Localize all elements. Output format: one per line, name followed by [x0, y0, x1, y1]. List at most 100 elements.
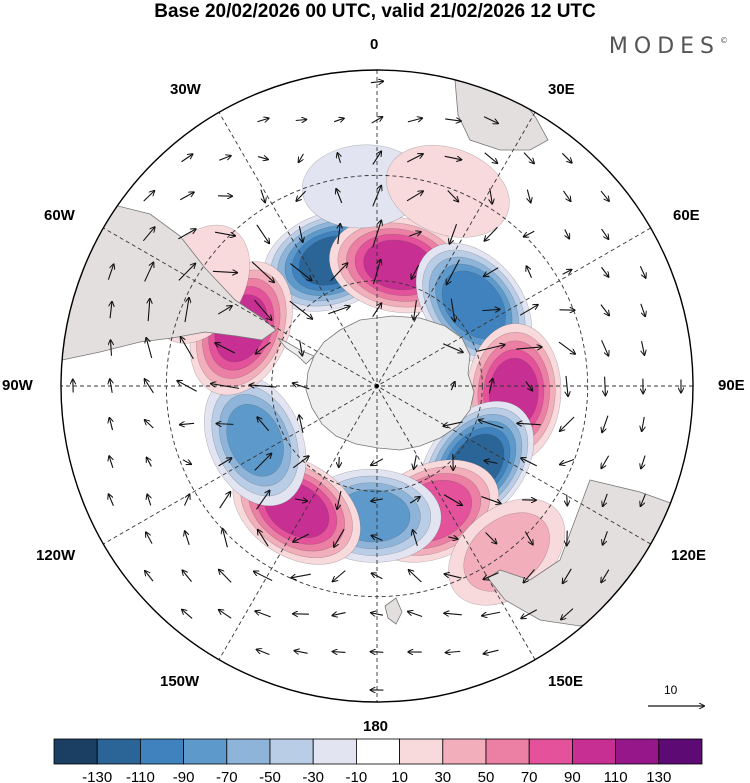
wind-vector [372, 536, 383, 541]
wind-vector [605, 376, 606, 396]
wind-vector [602, 415, 609, 433]
wind-vector [255, 611, 271, 618]
colorbar-tick-label: 110 [604, 769, 628, 783]
wind-vector [294, 499, 307, 501]
colorbar-tick-label: 10 [391, 769, 408, 783]
wind-vector [485, 461, 498, 464]
wind-vector [143, 191, 155, 202]
colorbar-swatch [485, 738, 530, 765]
wind-vector [372, 186, 381, 207]
wind-vector [411, 264, 420, 279]
wind-vector [250, 385, 277, 387]
wind-vector [517, 423, 541, 424]
wind-vector [560, 459, 575, 465]
brand-text: MODES [608, 34, 720, 59]
wind-vector [483, 572, 499, 580]
wind-vector [254, 299, 271, 320]
colorbar-swatch [658, 738, 703, 765]
wind-vector [444, 613, 462, 615]
south-america-landmass [61, 199, 277, 361]
new-zealand-landmass [384, 597, 403, 625]
wind-vector [332, 613, 346, 616]
wind-vector [371, 458, 384, 465]
wind-vector [256, 341, 271, 353]
wind-vector [516, 347, 541, 349]
wind-vector [181, 337, 194, 360]
wind-vector [603, 493, 608, 506]
colorbar-swatch [572, 738, 617, 765]
wind-vector [337, 153, 340, 164]
wind-vector [641, 455, 646, 469]
wind-vector [180, 423, 195, 424]
wind-vector [477, 345, 504, 352]
colorbar-swatch [399, 738, 444, 765]
wind-vector [178, 264, 195, 281]
wind-vector [295, 120, 306, 121]
wind-vector [524, 230, 535, 236]
colorbar-swatch [269, 738, 314, 765]
wind-vector [147, 495, 150, 506]
wind-vector [251, 261, 274, 282]
wind-vector [372, 260, 380, 285]
colorbar-swatch [615, 738, 660, 765]
wind-vector [177, 381, 197, 392]
wind-vector [254, 571, 273, 582]
colorbar-tick-label: -90 [173, 769, 195, 783]
lon-label-30w: 30W [170, 81, 201, 98]
colorbar-tick-label: -110 [126, 769, 155, 783]
wind-vector [444, 156, 462, 159]
lon-label-90w: 90W [2, 377, 33, 394]
wind-vector [483, 116, 498, 124]
wind-vector [484, 152, 498, 163]
wind-vector [260, 189, 265, 203]
wind-vector [482, 309, 499, 310]
wind-vector [217, 424, 234, 425]
map-border [60, 69, 694, 703]
wind-vector [336, 189, 343, 204]
wind-vector [601, 569, 610, 583]
wind-vector [111, 340, 112, 356]
lon-label-120w: 120W [36, 547, 76, 564]
wind-vector [219, 570, 232, 583]
wind-vector [212, 271, 237, 272]
wind-vector [293, 533, 310, 542]
wind-vector [182, 570, 192, 582]
colorbar-tick-label: 90 [564, 769, 581, 783]
colorbar: -130 -110 -90 -70 -50 -30 -10 10 30 50 70 90 110 130 [53, 738, 703, 783]
wind-vector [256, 224, 269, 243]
wind-vector [182, 610, 193, 619]
wind-vector [296, 190, 307, 201]
wind-vector [450, 298, 455, 322]
wind-vector [600, 190, 609, 201]
wind-vector [562, 270, 572, 275]
wind-vector [523, 152, 534, 164]
wind-vector [449, 224, 458, 244]
wind-vector [563, 568, 572, 583]
wind-vector [447, 190, 459, 202]
wind-vector [642, 341, 645, 355]
pole-point [375, 384, 379, 388]
wind-vector [256, 491, 269, 510]
wind-vector [479, 420, 504, 429]
wind-vector [414, 455, 417, 469]
wind-vectors [73, 81, 681, 690]
wind-vector [565, 229, 569, 238]
wind-vector [185, 531, 190, 545]
wind-vector [257, 650, 270, 655]
wind-vector [481, 496, 500, 504]
wind-vector [144, 263, 154, 282]
wind-vector [408, 612, 423, 617]
colorbar-swatch [528, 738, 573, 765]
wind-vector [409, 232, 421, 237]
lon-label-120e: 120E [671, 547, 707, 564]
colorbar-swatch [312, 738, 357, 765]
wind-vector [184, 494, 190, 506]
lon-label-90e: 90E [718, 377, 745, 394]
wind-vector [443, 421, 463, 426]
wind-vector [371, 652, 384, 653]
wind-vector [178, 229, 195, 240]
wind-vector [145, 379, 154, 394]
wind-vector [333, 570, 346, 582]
wind-vector [334, 118, 344, 121]
